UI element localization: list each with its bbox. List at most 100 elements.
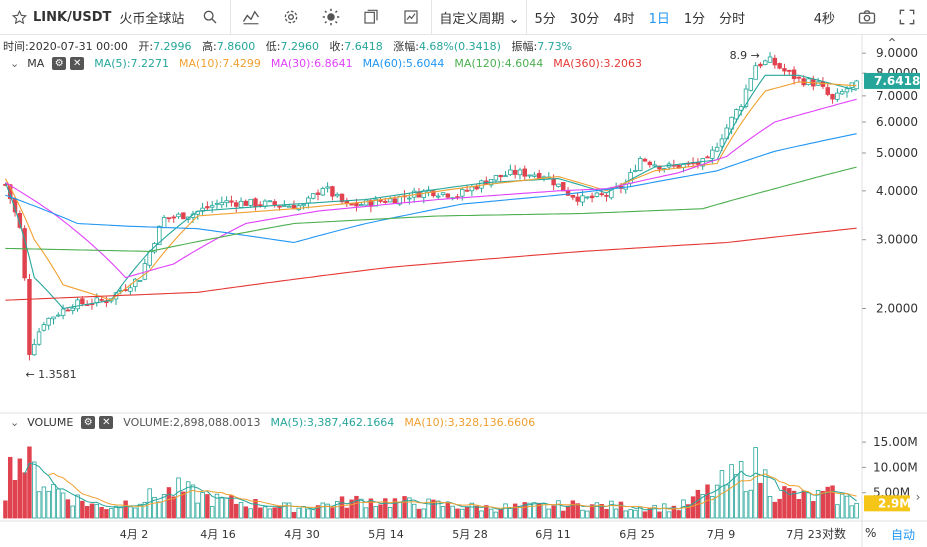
close-icon[interactable]: ✕ bbox=[99, 416, 114, 429]
candle-body bbox=[508, 169, 513, 176]
candle-body bbox=[748, 78, 754, 91]
volume-bar bbox=[647, 508, 653, 519]
amplitude-label: 振幅: bbox=[511, 40, 538, 53]
price-chart[interactable]: 9.00008.00007.00006.00005.00004.00003.00… bbox=[0, 35, 927, 547]
percent-toggle[interactable]: % bbox=[865, 526, 877, 540]
candle-body bbox=[51, 316, 56, 320]
settings-icon[interactable] bbox=[271, 0, 311, 35]
volume-bar bbox=[748, 489, 754, 519]
candle-body bbox=[710, 149, 715, 159]
volume-bar bbox=[325, 503, 330, 519]
candle-body bbox=[445, 193, 451, 198]
volume-bar bbox=[426, 498, 431, 519]
interval-30m[interactable]: 30分 bbox=[569, 11, 600, 27]
chevron-down-icon[interactable]: ⌄ bbox=[10, 57, 20, 70]
candle-body bbox=[181, 212, 186, 220]
volume-bar bbox=[604, 508, 609, 519]
compare-icon[interactable] bbox=[351, 0, 391, 35]
candle-body bbox=[282, 205, 287, 207]
open-value: 7.2996 bbox=[153, 40, 192, 53]
vol-ma10-value: MA(10):3,328,136.6606 bbox=[404, 416, 536, 429]
volume-tick-label: 15.00M bbox=[873, 435, 918, 449]
volume-bar bbox=[435, 500, 441, 519]
candle-body bbox=[325, 186, 330, 189]
price-tick-label: 9.0000 bbox=[876, 46, 918, 60]
indicators-icon[interactable] bbox=[231, 0, 271, 35]
interval-time[interactable]: 分时 bbox=[719, 11, 746, 27]
candle-body bbox=[431, 190, 436, 197]
candle-body bbox=[734, 109, 739, 120]
volume-bar bbox=[200, 492, 205, 519]
candle-body bbox=[498, 174, 503, 178]
volume-bar bbox=[296, 507, 301, 519]
chart-type-icon[interactable] bbox=[391, 0, 431, 35]
volume-bar bbox=[657, 511, 662, 519]
star-icon[interactable] bbox=[12, 9, 27, 25]
volume-bar bbox=[113, 505, 119, 519]
volume-bar bbox=[238, 501, 244, 519]
interval-5m[interactable]: 5分 bbox=[534, 11, 556, 27]
candle-body bbox=[830, 93, 835, 100]
search-icon[interactable] bbox=[190, 0, 230, 35]
candle-body bbox=[460, 188, 465, 197]
interval-4h[interactable]: 4时 bbox=[613, 11, 635, 27]
volume-bar bbox=[75, 494, 80, 519]
custom-period-dropdown[interactable]: 自定义周期 ⌄ bbox=[432, 8, 526, 27]
time-tick-label: 4月 2 bbox=[120, 528, 149, 541]
open-label: 开: bbox=[138, 40, 154, 53]
interval-1d[interactable]: 1日 bbox=[648, 11, 670, 27]
ma30-value: MA(30):6.8641 bbox=[270, 57, 353, 70]
candle-body bbox=[334, 193, 340, 197]
settings-icon[interactable]: ⚙ bbox=[52, 57, 67, 70]
settings-icon[interactable]: ⚙ bbox=[81, 416, 96, 429]
volume-bar bbox=[565, 505, 571, 519]
symbol-selector[interactable]: LINK/USDT 火币全球站 bbox=[0, 0, 190, 35]
volume-bar bbox=[46, 490, 51, 519]
volume-bar bbox=[464, 507, 470, 519]
fullscreen-icon[interactable] bbox=[887, 0, 927, 35]
volume-bar bbox=[41, 486, 47, 519]
volume-bar bbox=[796, 499, 802, 519]
candle-body bbox=[642, 158, 648, 162]
close-icon[interactable]: ✕ bbox=[70, 57, 85, 70]
volume-bar bbox=[3, 500, 8, 519]
candle-body bbox=[209, 205, 215, 208]
candle-body bbox=[157, 225, 162, 246]
volume-bar bbox=[734, 474, 739, 519]
candle-body bbox=[820, 81, 826, 87]
interval-1m[interactable]: 1分 bbox=[683, 11, 706, 27]
candle-body bbox=[354, 202, 359, 207]
volume-bar bbox=[137, 503, 143, 519]
chevron-down-icon: ⌄ bbox=[508, 11, 520, 27]
volume-bar bbox=[214, 493, 220, 519]
low-marker-label: ← 1.3581 bbox=[25, 368, 76, 381]
candle-body bbox=[527, 174, 532, 177]
volume-bar bbox=[12, 479, 18, 519]
candle-body bbox=[714, 146, 720, 152]
volume-bar bbox=[65, 499, 71, 519]
volume-bar bbox=[662, 503, 667, 519]
candle-body bbox=[604, 194, 609, 197]
candle-body bbox=[253, 198, 258, 207]
candle-body bbox=[301, 204, 306, 207]
volume-bar bbox=[762, 469, 768, 519]
candle-body bbox=[41, 324, 47, 331]
last-price-label: 7.6418 bbox=[874, 74, 920, 88]
amplitude-value: 7.73% bbox=[537, 40, 573, 53]
volume-bar bbox=[411, 503, 417, 519]
auto-scale-toggle[interactable]: 自动 bbox=[891, 528, 916, 542]
close-value: 7.6418 bbox=[344, 40, 383, 53]
volume-bar bbox=[671, 505, 677, 519]
volume-bar bbox=[89, 503, 95, 519]
camera-icon[interactable] bbox=[847, 0, 887, 35]
volume-bar bbox=[623, 510, 628, 519]
candle-body bbox=[536, 173, 542, 180]
volume-bar bbox=[787, 488, 792, 519]
volume-bar bbox=[503, 503, 508, 519]
candle-body bbox=[637, 157, 643, 172]
volume-bar bbox=[849, 505, 855, 519]
volume-value: VOLUME:2,898,088.0013 bbox=[123, 416, 261, 429]
chevron-down-icon[interactable]: ⌄ bbox=[10, 416, 20, 429]
volume-bar bbox=[142, 502, 148, 519]
theme-icon[interactable] bbox=[311, 0, 351, 35]
